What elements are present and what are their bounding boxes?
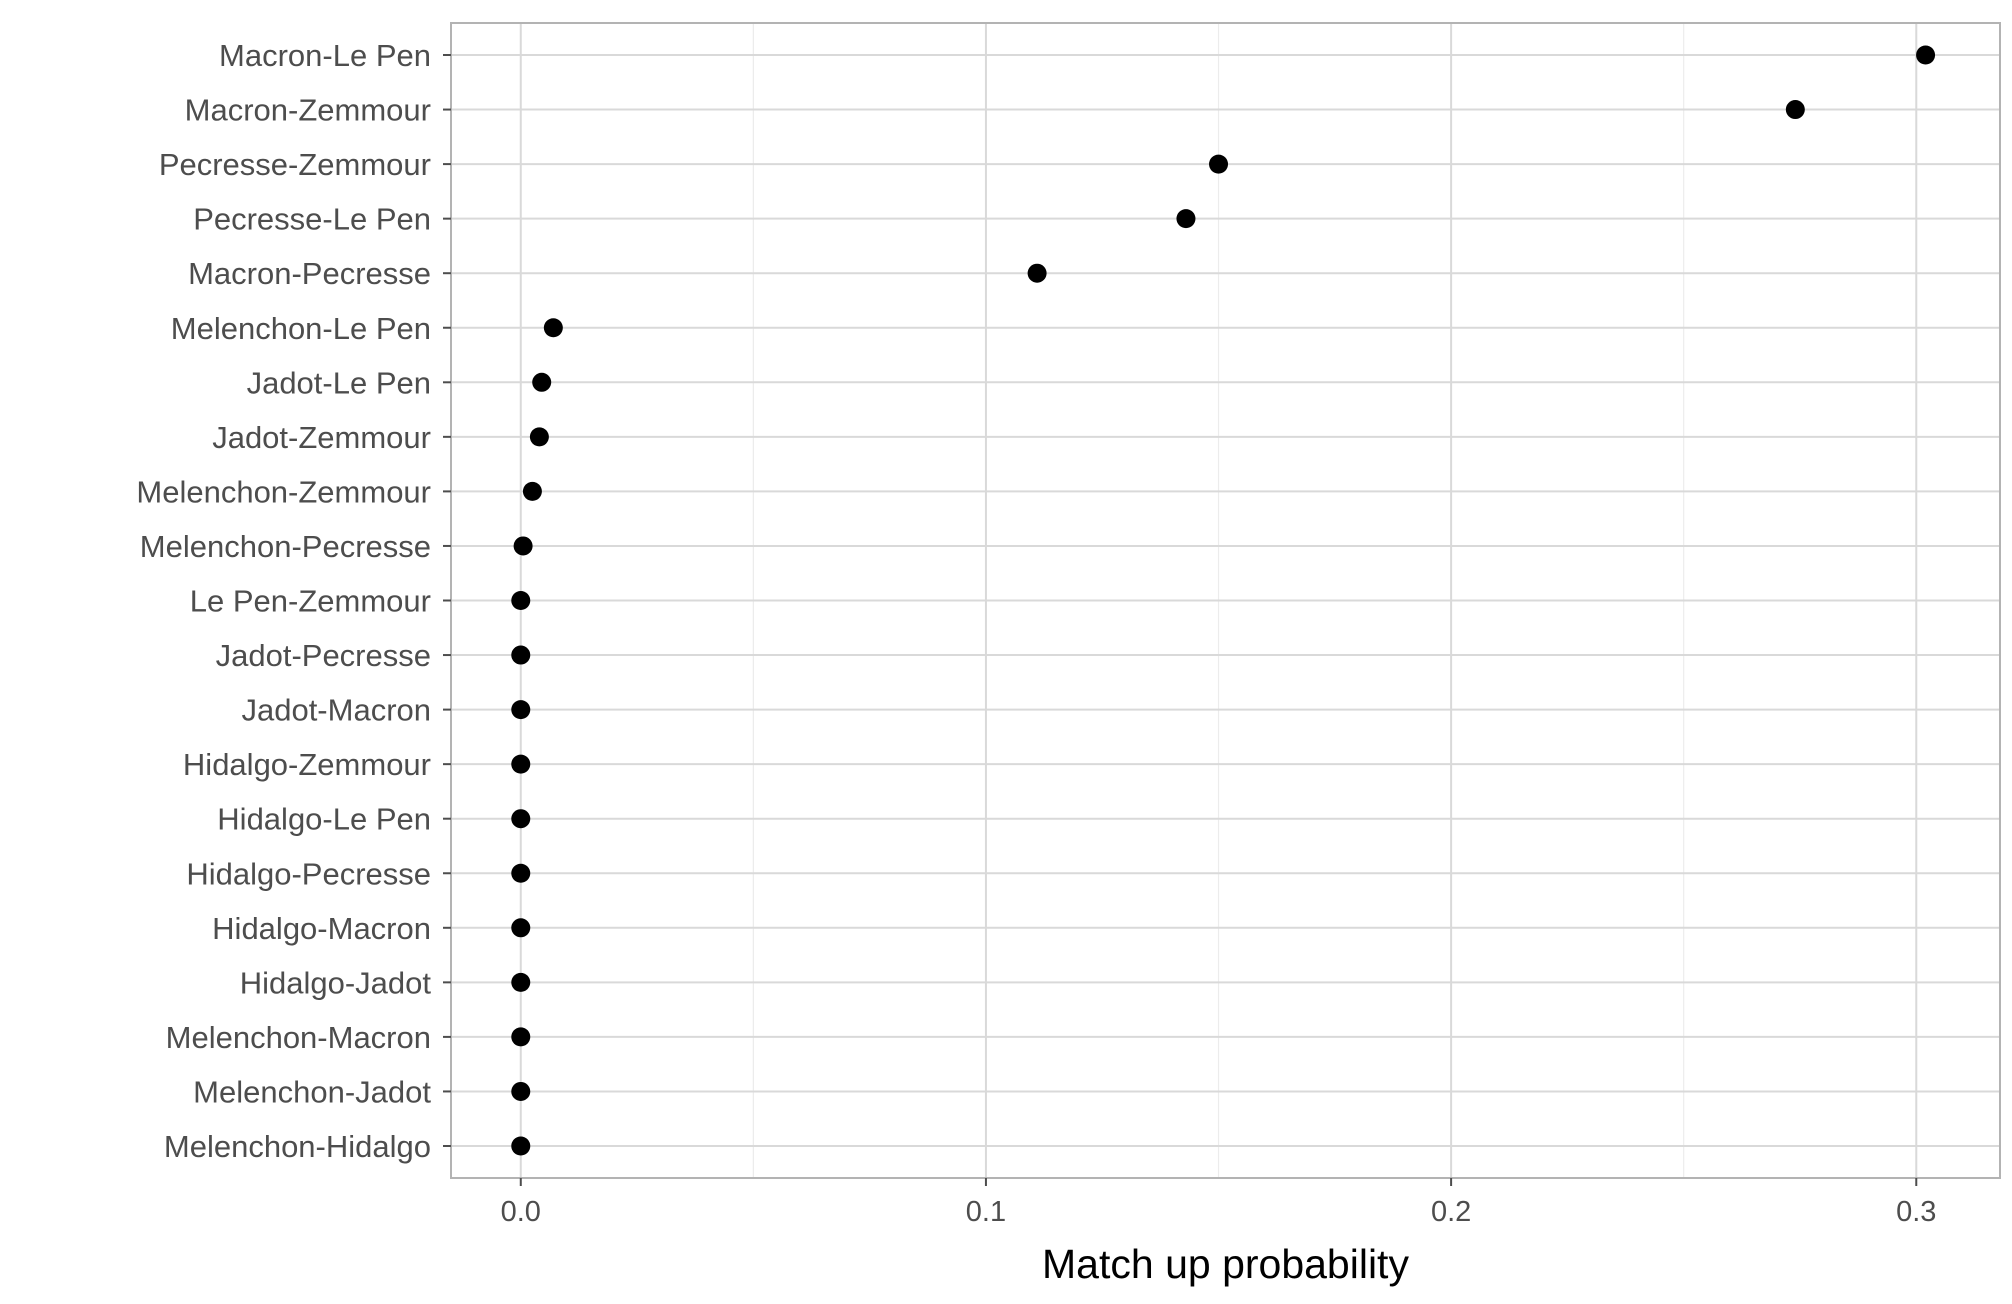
y-tick-label-5: Melenchon-Le Pen: [171, 311, 431, 346]
data-point-7: [529, 427, 549, 447]
data-point-17: [511, 972, 531, 992]
data-point-20: [511, 1136, 531, 1156]
data-point-5: [543, 318, 563, 338]
x-axis-title: Match up probability: [1042, 1241, 1409, 1287]
data-point-4: [1027, 263, 1047, 283]
data-point-15: [511, 863, 531, 883]
data-point-1: [1785, 100, 1805, 120]
x-tick-label-1: 0.1: [966, 1196, 1006, 1228]
y-tick-label-8: Melenchon-Zemmour: [136, 474, 431, 509]
y-axis-ticks: [443, 54, 451, 1147]
data-points: [511, 45, 1936, 1156]
data-point-16: [511, 918, 531, 938]
y-tick-label-16: Hidalgo-Macron: [212, 911, 431, 946]
y-tick-label-3: Pecresse-Le Pen: [193, 202, 431, 237]
y-tick-label-14: Hidalgo-Le Pen: [217, 802, 431, 837]
y-tick-label-0: Macron-Le Pen: [219, 38, 431, 73]
data-point-19: [511, 1081, 531, 1101]
x-tick-label-0: 0.0: [501, 1196, 541, 1228]
x-tick-label-2: 0.2: [1431, 1196, 1471, 1228]
x-axis-labels: 0.0 0.1 0.2 0.3: [501, 1196, 1937, 1228]
data-point-10: [511, 591, 531, 610]
y-tick-label-10: Le Pen-Zemmour: [190, 584, 431, 619]
data-point-0: [1916, 45, 1936, 65]
y-tick-label-20: Melenchon-Hidalgo: [164, 1129, 431, 1164]
data-point-11: [511, 645, 531, 665]
y-tick-label-12: Jadot-Macron: [241, 693, 431, 728]
y-axis-labels: Macron-Le Pen Macron-Zemmour Pecresse-Zemm…: [136, 38, 431, 1164]
y-tick-label-6: Jadot-Le Pen: [247, 365, 431, 400]
y-tick-label-17: Hidalgo-Jadot: [240, 965, 432, 1000]
y-tick-label-19: Melenchon-Jadot: [193, 1074, 431, 1109]
y-tick-label-15: Hidalgo-Pecresse: [186, 856, 431, 891]
data-point-9: [513, 536, 533, 556]
data-point-6: [532, 372, 552, 392]
x-axis-ticks: [519, 1178, 1918, 1186]
data-point-8: [522, 481, 542, 501]
data-point-2: [1209, 154, 1229, 174]
y-tick-label-18: Melenchon-Macron: [166, 1020, 431, 1055]
y-tick-label-9: Melenchon-Pecresse: [140, 529, 431, 564]
data-point-18: [511, 1027, 531, 1047]
data-point-12: [511, 700, 531, 720]
y-tick-label-4: Macron-Pecresse: [188, 256, 431, 291]
y-tick-label-13: Hidalgo-Zemmour: [183, 747, 431, 782]
y-tick-label-11: Jadot-Pecresse: [216, 638, 431, 673]
y-tick-label-2: Pecresse-Zemmour: [159, 147, 431, 182]
y-tick-label-1: Macron-Zemmour: [185, 93, 431, 128]
y-tick-label-7: Jadot-Zemmour: [212, 420, 431, 455]
data-point-14: [511, 809, 531, 829]
data-point-13: [511, 754, 531, 774]
x-tick-label-3: 0.3: [1896, 1196, 1936, 1228]
data-point-3: [1176, 209, 1196, 229]
